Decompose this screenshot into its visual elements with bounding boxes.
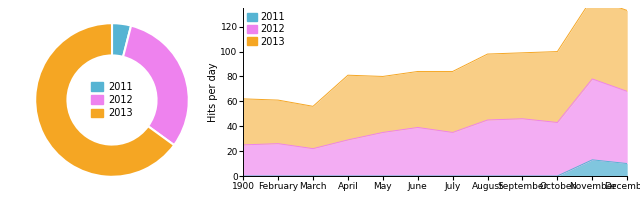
Y-axis label: Hits per day: Hits per day	[207, 62, 218, 122]
Wedge shape	[123, 26, 189, 145]
Wedge shape	[35, 23, 174, 177]
Legend: 2011, 2012, 2013: 2011, 2012, 2013	[90, 81, 134, 119]
Legend: 2011, 2012, 2013: 2011, 2012, 2013	[245, 10, 287, 49]
Wedge shape	[112, 23, 131, 57]
